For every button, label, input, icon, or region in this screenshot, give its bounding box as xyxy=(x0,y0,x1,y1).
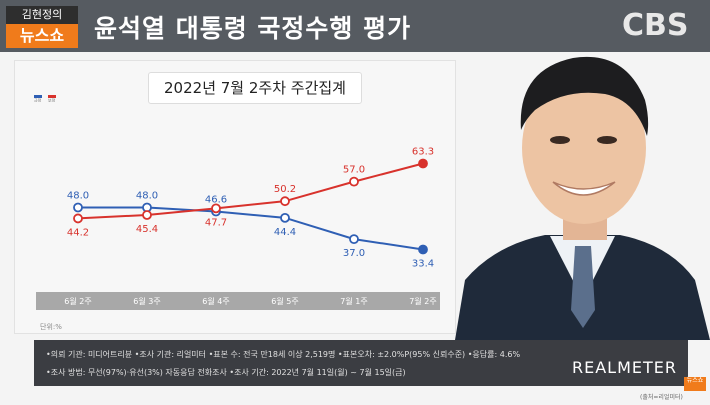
corner-show-logo: 뉴스쇼 xyxy=(684,377,706,391)
data-point-negative xyxy=(73,213,83,224)
x-tick-label: 7월 2주 xyxy=(409,296,436,306)
legend-negative-label: 부정 xyxy=(48,97,56,102)
data-point-negative xyxy=(280,196,290,207)
survey-info-box: •의뢰 기관: 미디어트리뷴 •조사 기관: 리얼미터 •표본 수: 전국 만1… xyxy=(34,340,688,386)
page-title: 윤석열 대통령 국정수행 평가 xyxy=(94,14,412,43)
x-tick-label: 6월 4주 xyxy=(202,296,229,306)
show-logo-bottom: 뉴스쇼 xyxy=(6,24,78,48)
survey-info-line-1: •의뢰 기관: 미디어트리뷴 •조사 기관: 리얼미터 •표본 수: 전국 만1… xyxy=(46,350,521,359)
data-label-negative: 44.2 xyxy=(67,227,89,238)
data-point-negative xyxy=(142,210,152,220)
data-point-positive xyxy=(349,234,359,245)
data-label-negative: 57.0 xyxy=(343,165,365,176)
title-bar: 김현정의 뉴스쇼 윤석열 대통령 국정수행 평가 CBS xyxy=(0,0,710,52)
data-label-negative: 50.2 xyxy=(274,184,296,195)
data-point-negative xyxy=(211,203,221,214)
data-point-negative xyxy=(418,158,428,169)
data-point-positive xyxy=(73,202,83,213)
data-label-negative: 45.4 xyxy=(136,224,158,235)
unit-note: 단위:% xyxy=(40,323,62,331)
data-point-positive xyxy=(280,212,290,223)
legend-negative-swatch xyxy=(48,95,56,98)
chart-subtitle: 2022년 7월 2주차 주간집계 xyxy=(148,72,362,104)
data-label-positive: 44.4 xyxy=(274,227,296,238)
series-line-positive xyxy=(78,206,424,251)
chart-panel xyxy=(14,60,456,334)
x-tick-label: 7월 1주 xyxy=(340,296,367,306)
show-logo: 김현정의 뉴스쇼 xyxy=(6,6,78,48)
show-logo-top: 김현정의 xyxy=(6,6,78,24)
legend-positive-swatch xyxy=(34,95,42,98)
data-point-positive xyxy=(418,244,428,255)
series-line-negative xyxy=(77,162,424,220)
source-credit: (출처=리얼미터) xyxy=(640,394,683,401)
survey-info-line-2: •조사 방법: 무선(97%)·유선(3%) 자동응답 전화조사 •조사 기간:… xyxy=(46,368,406,377)
data-label-positive: 37.0 xyxy=(343,248,365,259)
realmeter-logo: REALMETER xyxy=(572,358,677,377)
data-label-positive: 46.6 xyxy=(205,195,227,206)
x-tick-label: 6월 3주 xyxy=(133,296,160,306)
data-label-positive: 48.0 xyxy=(136,191,158,202)
chart-legend: 긍정 부정 xyxy=(34,95,56,102)
x-tick-label: 6월 2주 xyxy=(64,296,91,306)
x-axis-band xyxy=(36,292,440,310)
data-point-negative xyxy=(349,176,359,187)
president-photo xyxy=(455,56,710,340)
data-label-positive: 48.0 xyxy=(67,191,89,202)
x-tick-label: 6월 5주 xyxy=(271,296,298,306)
data-label-positive: 33.4 xyxy=(412,258,434,269)
broadcaster-logo: CBS xyxy=(622,8,689,43)
legend-positive-label: 긍정 xyxy=(34,97,42,102)
data-label-negative: 63.3 xyxy=(412,147,434,158)
data-label-negative: 47.7 xyxy=(205,217,227,228)
